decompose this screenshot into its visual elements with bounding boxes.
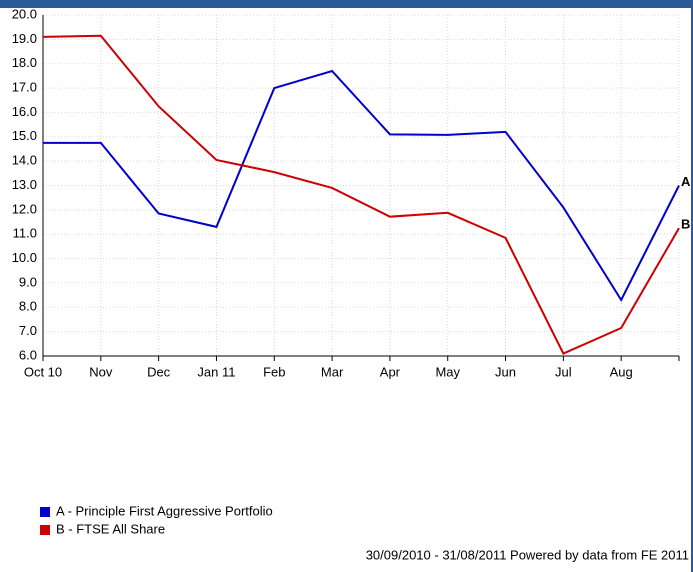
x-tick-label: May — [435, 364, 460, 379]
x-tick-label: Jan 11 — [197, 364, 235, 379]
y-tick-label: 11.0 — [13, 226, 37, 241]
series-line — [42, 34, 680, 355]
end-label: A — [681, 174, 691, 189]
x-tick-label: Feb — [263, 364, 285, 379]
y-tick-label: 10.0 — [12, 250, 37, 265]
x-tick-label: Mar — [321, 364, 344, 379]
y-tick-label: 9.0 — [19, 274, 37, 289]
y-tick-label: 14.0 — [12, 153, 37, 168]
x-tick-label: Jul — [555, 364, 572, 379]
end-label: B — [681, 217, 690, 232]
legend-label: B - FTSE All Share — [56, 521, 165, 536]
frame-edge — [691, 0, 693, 572]
series-line — [43, 69, 680, 303]
y-tick-label: 6.0 — [19, 347, 37, 362]
footer: 30/09/2010 - 31/08/2011 Powered by data … — [366, 547, 689, 562]
y-tick-label: 20.0 — [12, 6, 37, 21]
x-tick-label: Dec — [147, 364, 171, 379]
header-bar — [0, 0, 693, 8]
x-tick-label: Nov — [89, 364, 113, 379]
y-tick-label: 16.0 — [12, 104, 37, 119]
legend-swatch — [40, 507, 50, 517]
x-tick-label: Jun — [495, 364, 516, 379]
legend-label: A - Principle First Aggressive Portfolio — [56, 503, 273, 518]
x-tick-label: Apr — [380, 364, 401, 379]
y-tick-label: 18.0 — [12, 55, 37, 70]
y-tick-label: 19.0 — [12, 31, 37, 46]
y-tick-label: 15.0 — [12, 128, 37, 143]
y-tick-label: 13.0 — [12, 177, 37, 192]
x-tick-label: Aug — [610, 364, 633, 379]
x-tick-label: Oct 10 — [24, 364, 62, 379]
y-tick-label: 12.0 — [12, 201, 37, 216]
y-tick-label: 7.0 — [19, 323, 37, 338]
y-tick-label: 17.0 — [12, 80, 37, 95]
legend-swatch — [40, 525, 50, 535]
y-tick-label: 8.0 — [19, 299, 37, 314]
